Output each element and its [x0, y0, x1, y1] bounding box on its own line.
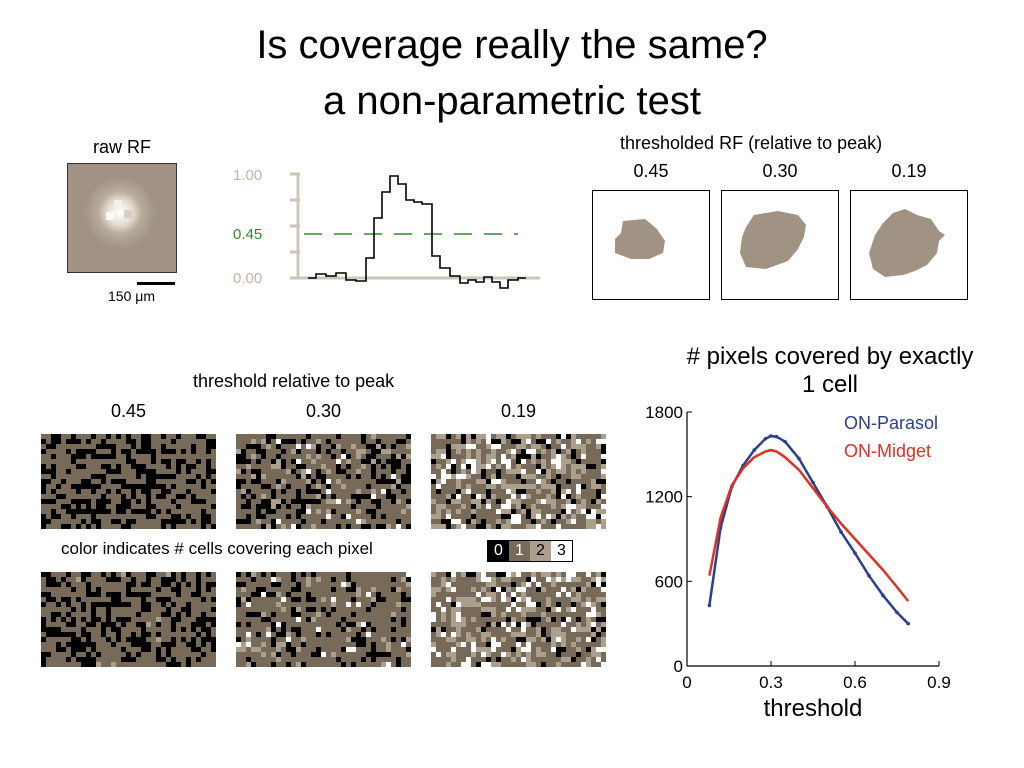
chart-x-tick-label: 0: [682, 673, 691, 692]
legend-caption: color indicates # cells covering each pi…: [61, 539, 373, 558]
coverage-map-midget-019: [431, 572, 606, 667]
coverage-map-parasol-030: [236, 434, 411, 529]
coverage-color-legend: 0 1 2 3: [487, 540, 573, 562]
coverage-map-parasol-019: [431, 434, 606, 529]
series-point-on-parasol: [881, 593, 885, 598]
series-line-on-midget: [708, 448, 910, 602]
thresholded-level-1: 0.45: [633, 161, 669, 181]
chart-x-tick-label: 0.3: [759, 673, 783, 692]
raw-rf-image: [67, 163, 177, 273]
profile-tick-threshold: 0.45: [233, 226, 262, 243]
rf-profile-trace: [308, 175, 526, 289]
thresholded-level-2: 0.30: [762, 161, 798, 181]
coverage-map-midget-045: [41, 572, 216, 667]
series-point-on-parasol: [769, 434, 773, 438]
thresholded-rf-045: [592, 190, 710, 300]
profile-axis: [290, 172, 540, 280]
profile-tick-top: 1.00: [233, 167, 262, 184]
legend-swatch-3: 3: [551, 541, 572, 561]
scale-bar: [137, 282, 175, 285]
thresholded-level-3: 0.19: [891, 161, 927, 181]
legend-parasol: ON-Parasol: [844, 413, 939, 433]
chart-x-tick-label: 0.6: [843, 673, 867, 692]
series-point-on-parasol: [752, 448, 756, 452]
chart-title: # pixels covered by exactly 1 cell: [686, 343, 974, 398]
chart-y-tick-label: 600: [655, 572, 683, 591]
coverage-map-midget-030: [236, 572, 411, 667]
legend-swatch-0: 0: [488, 541, 509, 561]
series-point-on-parasol: [839, 530, 843, 534]
maps-level-3: 0.19: [500, 401, 537, 421]
legend-midget: ON-Midget: [844, 441, 932, 461]
raw-rf-label: raw RF: [93, 137, 151, 157]
series-point-on-parasol: [707, 603, 712, 608]
series-point-on-parasol: [867, 573, 871, 578]
series-point-on-parasol: [853, 551, 857, 555]
series-point-on-parasol: [763, 437, 768, 441]
rf-profile-plot: 1.00 0.45 0.00: [233, 167, 540, 289]
chart-x-axis-label: threshold: [764, 695, 863, 722]
scale-bar-label: 150 μm: [108, 288, 155, 304]
chart-y-tick-label: 1200: [645, 488, 683, 507]
series-point-on-parasol: [783, 439, 787, 444]
series-point-on-parasol: [811, 480, 815, 485]
maps-title: threshold relative to peak: [193, 371, 395, 391]
series-point-on-parasol: [797, 456, 801, 461]
series-line-on-parasol: [708, 434, 910, 625]
maps-level-2: 0.30: [305, 401, 342, 421]
chart-x-tick-label: 0.9: [927, 673, 951, 692]
thresholded-title: thresholded RF (relative to peak): [620, 133, 883, 153]
chart-y-tick-label: 1800: [645, 403, 683, 422]
slide-title-line1: Is coverage really the same?: [256, 23, 768, 67]
slide-title-line2: a non-parametric test: [323, 79, 701, 123]
series-point-on-parasol: [906, 621, 910, 626]
thresholded-rf-019: [850, 190, 968, 300]
legend-swatch-2: 2: [530, 541, 551, 561]
coverage-map-parasol-045: [41, 434, 216, 529]
chart-y-tick-label: 0: [674, 657, 683, 676]
series-point-on-parasol: [895, 610, 899, 615]
legend-swatch-1: 1: [509, 541, 530, 561]
thresholded-rf-030: [721, 190, 839, 300]
profile-tick-bottom: 0.00: [233, 270, 262, 287]
coverage-line-chart: 0 600 1200 1800 0 0.3 0.6 0.9 threshold: [645, 403, 951, 722]
series-point-on-parasol: [774, 434, 779, 439]
maps-level-1: 0.45: [110, 401, 147, 421]
